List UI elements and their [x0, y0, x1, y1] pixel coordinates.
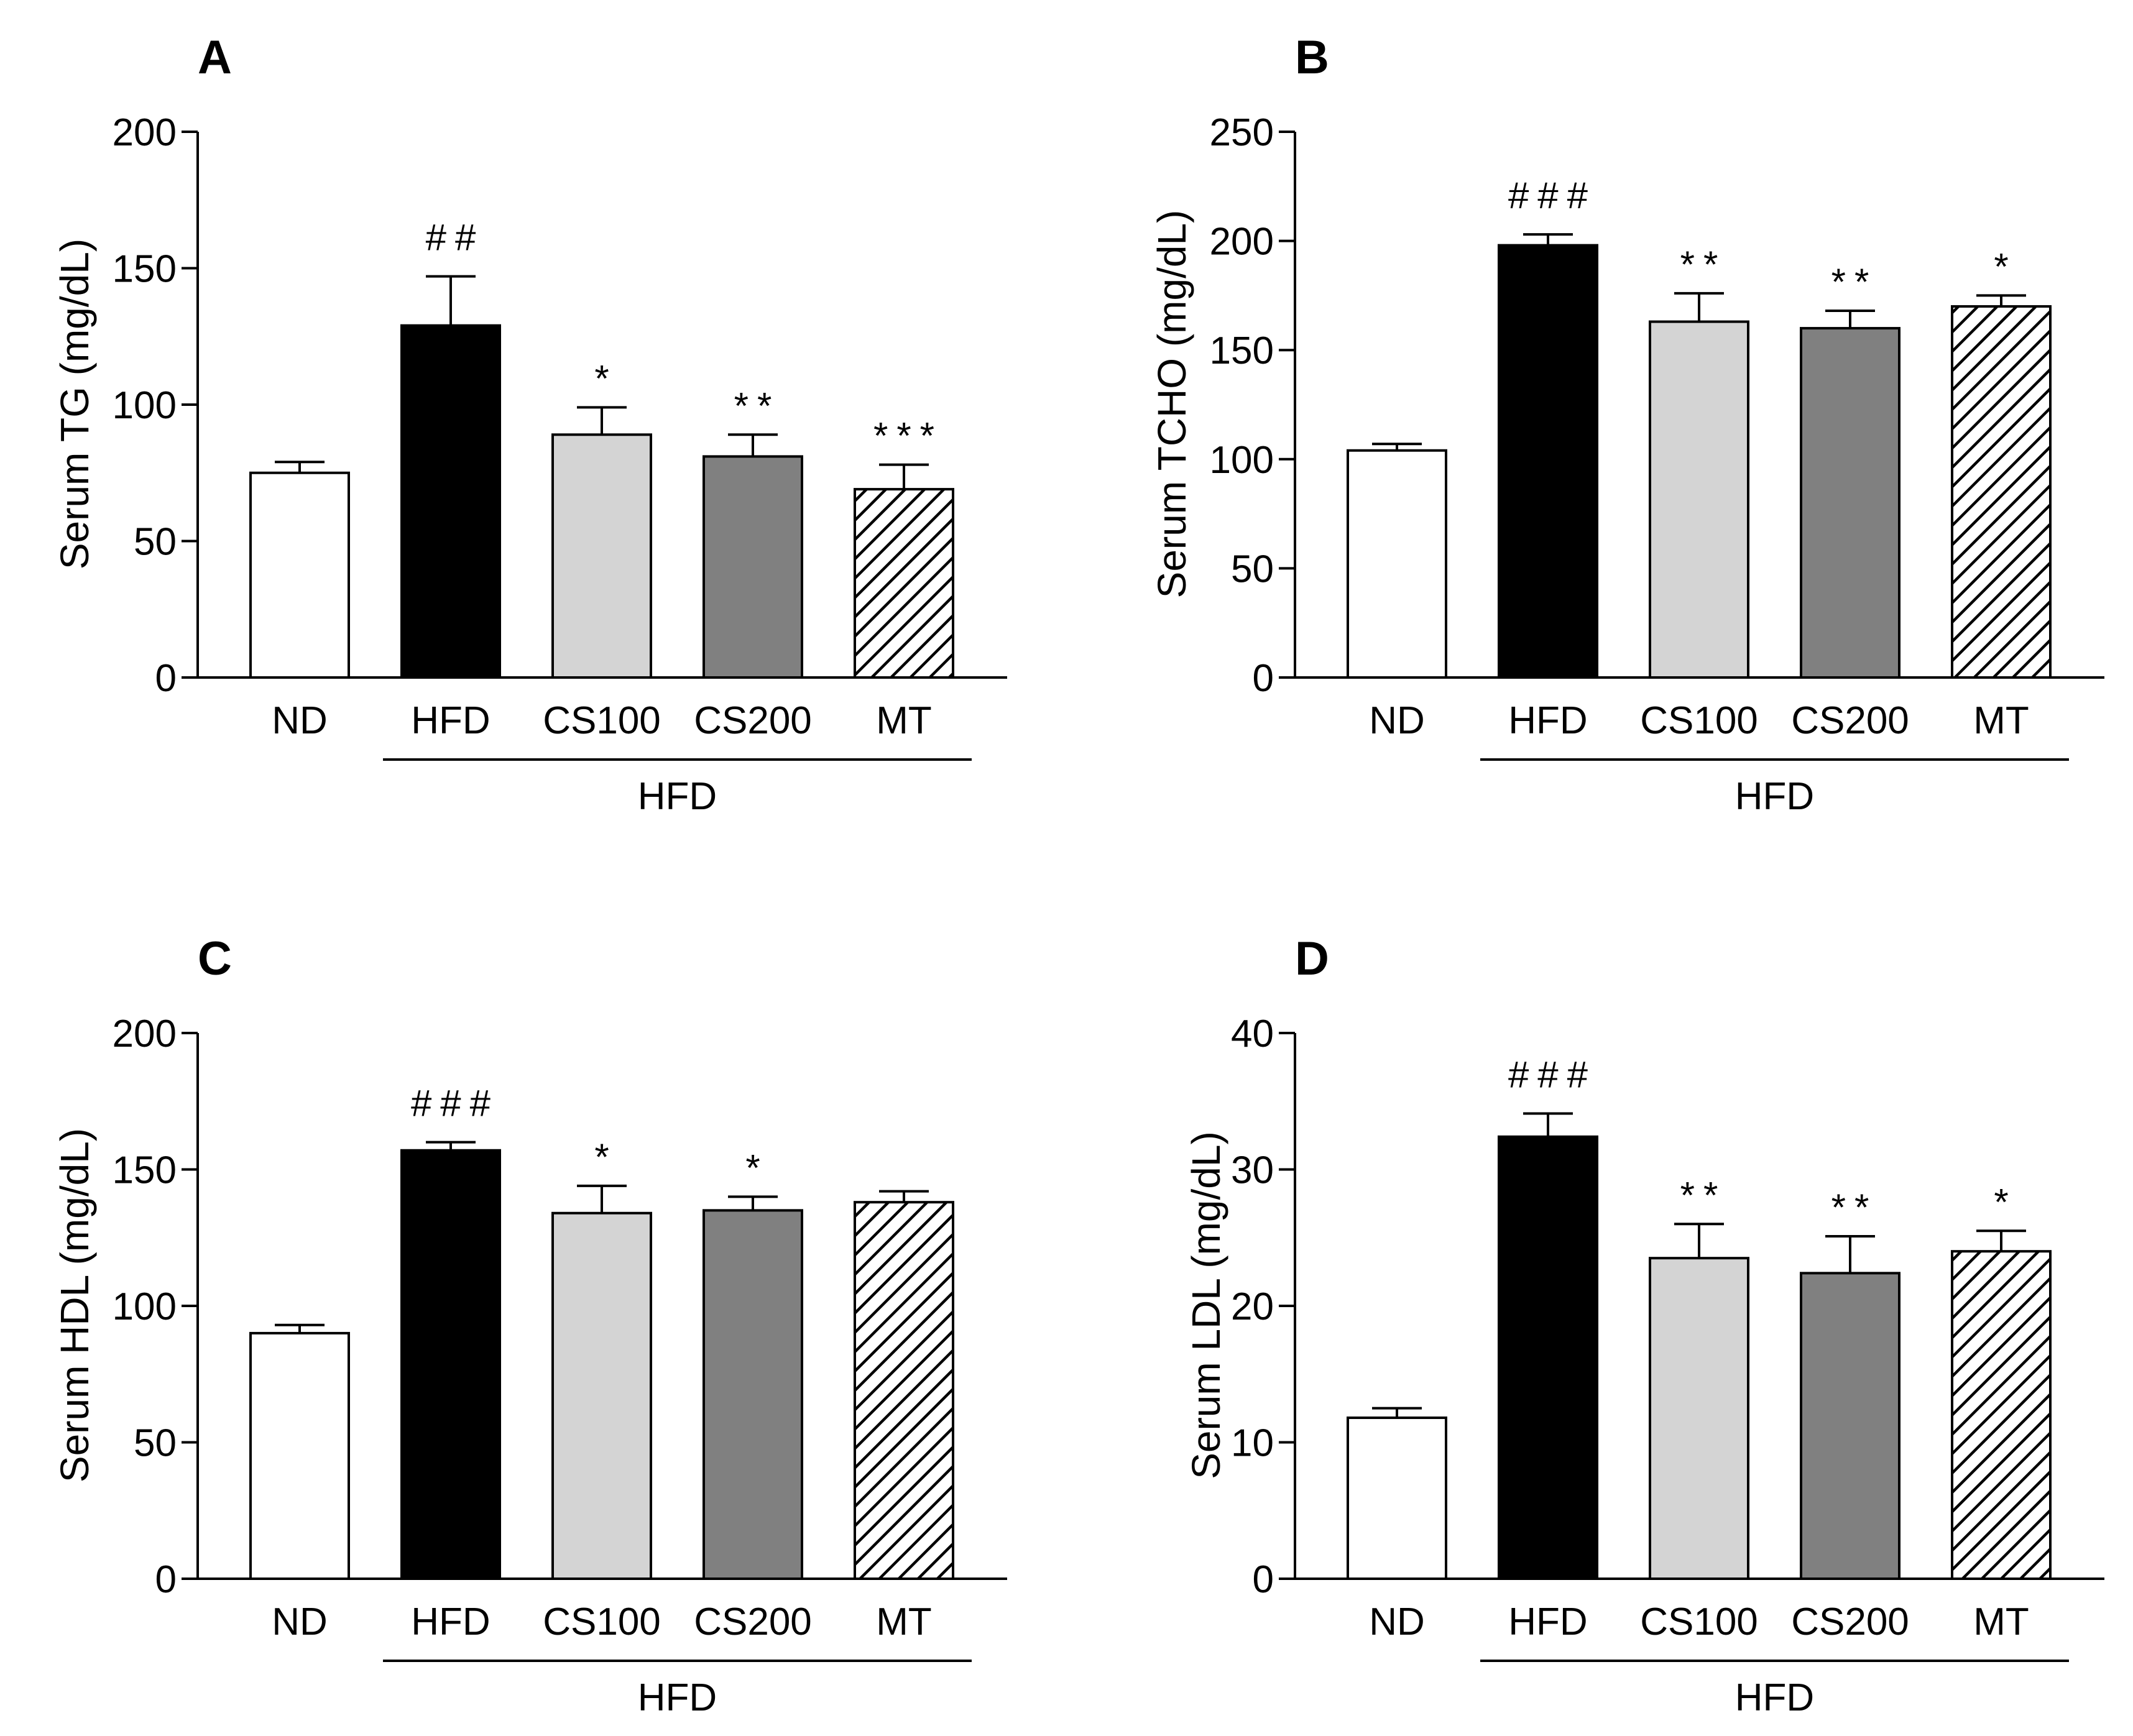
- category-label: ND: [272, 699, 328, 742]
- y-axis-title-b: Serum TCHO (mg/dL): [1149, 210, 1194, 599]
- panel-a: A Serum TG (mg/dL) 0 50 100 150 200 ND ## HFD * C…: [52, 31, 1007, 818]
- significance-label: *: [745, 1147, 768, 1188]
- panel-letter-d: D: [1295, 932, 1329, 985]
- category-label: HFD: [1508, 1601, 1587, 1643]
- bar-hfd: [400, 324, 501, 679]
- significance-label: **: [1680, 244, 1727, 285]
- y-tick-label: 150: [1210, 329, 1274, 372]
- y-tick-label: 250: [1210, 111, 1274, 154]
- y-tick-label: 0: [1253, 657, 1274, 700]
- group-label: HFD: [1735, 1676, 1814, 1719]
- bar-cs100: [551, 433, 652, 679]
- category-label: ND: [1369, 699, 1425, 742]
- y-tick-label: 20: [1231, 1285, 1274, 1328]
- category-label: CS100: [1640, 1601, 1758, 1643]
- category-label: CS200: [694, 1601, 812, 1643]
- y-tick-label: 50: [1231, 548, 1274, 590]
- significance-label: *: [594, 357, 617, 399]
- y-tick-label: 0: [155, 657, 177, 700]
- significance-label: *: [1994, 1181, 2017, 1223]
- bar-nd: [1347, 1416, 1447, 1580]
- significance-label: ##: [426, 217, 485, 259]
- category-label: CS200: [1791, 1601, 1909, 1643]
- axes-c: 0 50 100 150 200 ND ### HFD * CS100 * CS200 MT HFD: [113, 1013, 1007, 1719]
- category-label: MT: [876, 1601, 932, 1643]
- significance-label: **: [1680, 1174, 1727, 1216]
- axes-b: 0 50 100 150 200 250 ND ### HFD ** CS100 ** CS200 * MT…: [1210, 111, 2104, 818]
- significance-label: ###: [411, 1083, 499, 1124]
- y-tick-label: 0: [155, 1558, 177, 1601]
- category-label: MT: [876, 699, 932, 742]
- axes-d: 0 10 20 30 40 ND ### HFD ** CS100 ** CS200 * MT HFD: [1231, 1013, 2104, 1719]
- y-tick-label: 10: [1231, 1422, 1274, 1465]
- y-tick-label: 100: [113, 1285, 177, 1328]
- panel-b: B Serum TCHO (mg/dL) 0 50 100 150 200 250 ND ##…: [1149, 31, 2104, 818]
- group-label: HFD: [1735, 775, 1814, 818]
- y-tick-label: 200: [113, 111, 177, 154]
- y-tick-label: 200: [113, 1013, 177, 1055]
- bar-cs200: [1800, 327, 1900, 679]
- bar-hfd: [1498, 1135, 1598, 1580]
- bar-cs100: [1649, 1257, 1749, 1581]
- category-label: CS200: [694, 699, 812, 742]
- bar-hfd: [1498, 244, 1598, 679]
- category-label: MT: [1973, 1601, 2029, 1643]
- y-axis-title-c: Serum HDL (mg/dL): [52, 1128, 97, 1482]
- significance-label: ###: [1508, 175, 1596, 216]
- panel-letter-c: C: [198, 932, 232, 985]
- category-label: CS100: [543, 699, 661, 742]
- bar-nd: [1347, 449, 1447, 679]
- bar-cs100: [1649, 320, 1749, 679]
- y-axis-title-d: Serum LDL (mg/dL): [1184, 1131, 1228, 1479]
- significance-label: ***: [873, 415, 943, 457]
- axes-a: 0 50 100 150 200 ND ## HFD * CS100 ** CS200 *** MT HFD: [113, 111, 1007, 818]
- bar-mt: [1951, 1250, 2052, 1580]
- y-tick-label: 150: [113, 1149, 177, 1192]
- category-label: HFD: [411, 699, 490, 742]
- bar-mt: [854, 488, 954, 679]
- category-label: MT: [1973, 699, 2029, 742]
- category-label: HFD: [411, 1601, 490, 1643]
- panel-d: D Serum LDL (mg/dL) 0 10 20 30 40 ND ### HFD ** C…: [1184, 932, 2104, 1719]
- y-tick-label: 150: [113, 248, 177, 291]
- group-label: HFD: [638, 775, 717, 818]
- y-tick-label: 50: [134, 1422, 177, 1465]
- panel-letter-b: B: [1295, 31, 1329, 84]
- significance-label: **: [734, 385, 781, 426]
- y-axis-title-a: Serum TG (mg/dL): [52, 239, 97, 569]
- significance-label: *: [1994, 246, 2017, 287]
- category-label: CS100: [1640, 699, 1758, 742]
- y-tick-label: 100: [113, 384, 177, 427]
- y-tick-label: 40: [1231, 1013, 1274, 1055]
- bar-mt: [1951, 305, 2052, 679]
- bar-nd: [249, 1331, 350, 1580]
- significance-label: ###: [1508, 1054, 1596, 1096]
- category-label: ND: [1369, 1601, 1425, 1643]
- panel-letter-a: A: [198, 31, 232, 84]
- bar-mt: [854, 1201, 954, 1581]
- bar-cs200: [1800, 1272, 1900, 1581]
- y-tick-label: 0: [1253, 1558, 1274, 1601]
- bar-cs200: [703, 455, 803, 679]
- bar-hfd: [400, 1149, 501, 1580]
- y-tick-label: 200: [1210, 221, 1274, 264]
- bar-cs200: [703, 1209, 803, 1580]
- category-label: CS200: [1791, 699, 1909, 742]
- bar-nd: [249, 471, 350, 679]
- y-tick-label: 100: [1210, 439, 1274, 482]
- panel-c: C Serum HDL (mg/dL) 0 50 100 150 200 ND ### HFD…: [52, 932, 1007, 1719]
- category-label: ND: [272, 1601, 328, 1643]
- y-tick-label: 30: [1231, 1149, 1274, 1192]
- significance-label: *: [594, 1136, 617, 1178]
- significance-label: **: [1831, 1187, 1878, 1228]
- category-label: CS100: [543, 1601, 661, 1643]
- group-label: HFD: [638, 1676, 717, 1719]
- bar-cs100: [551, 1211, 652, 1580]
- significance-label: **: [1831, 261, 1878, 303]
- y-tick-label: 50: [134, 521, 177, 564]
- category-label: HFD: [1508, 699, 1587, 742]
